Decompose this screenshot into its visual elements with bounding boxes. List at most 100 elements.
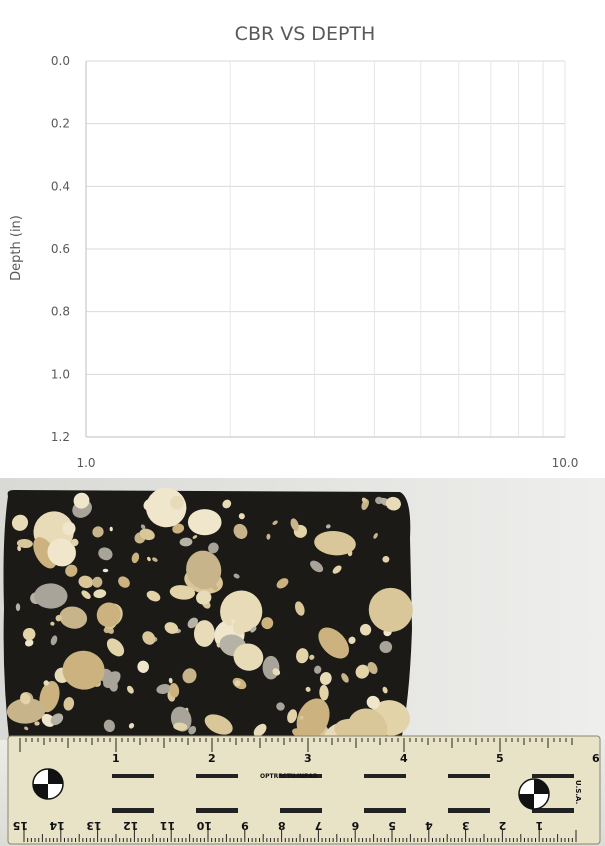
aggregate-stone (314, 531, 356, 556)
aggregate-stone (367, 661, 378, 675)
ruler-number: 3 (304, 752, 312, 765)
aggregate-stone (262, 655, 280, 680)
aggregate-stone (142, 631, 156, 645)
aggregate-stone (233, 573, 240, 579)
aggregate-stone (204, 714, 233, 735)
asphalt-core (3, 487, 413, 753)
checker-bar (364, 774, 406, 778)
y-tick-label: 0.2 (51, 117, 70, 131)
target-icon (518, 778, 550, 810)
aggregate-stone (55, 614, 62, 622)
aggregate-stone (314, 665, 322, 674)
tick-labels: 0.0 0.2 0.4 0.6 0.8 1.0 1.2 1.0 10.0 (51, 54, 578, 470)
aggregate-stones (6, 487, 413, 753)
aggregate-stone (266, 533, 271, 540)
aggregate-stone (170, 495, 184, 510)
aggregate-stone (310, 560, 324, 573)
ruler-bottom-numbers: 15 14 13 12 11 10 9 8 7 6 5 4 3 2 1 (13, 819, 544, 832)
aggregate-stone (59, 606, 88, 629)
ruler-number: 10 (196, 819, 212, 832)
aggregate-stone (137, 660, 150, 673)
aggregate-stone (173, 722, 188, 731)
checker-bar (238, 808, 280, 813)
aggregate-stone (81, 590, 91, 599)
aggregate-stone (216, 642, 221, 648)
aggregate-stone (102, 568, 109, 573)
aggregate-stone (34, 583, 68, 609)
aggregate-stone (168, 677, 173, 684)
aggregate-stone (172, 523, 185, 534)
aggregate-stone (359, 623, 372, 636)
ruler-top-numbers: 1 2 3 4 5 6 (112, 752, 600, 765)
aggregate-stone (20, 692, 31, 705)
ruler-number: 3 (462, 819, 470, 832)
y-tick-label: 1.2 (51, 430, 70, 444)
aggregate-stone (50, 635, 58, 646)
ruler-number: 14 (49, 819, 65, 832)
ruler-number: 12 (123, 819, 138, 832)
y-tick-label: 0.8 (51, 305, 70, 319)
aggregate-stone (382, 555, 390, 563)
ruler-bottom-ticks (23, 830, 577, 842)
checker-bar (238, 770, 280, 774)
y-tick-label: 0.0 (51, 54, 70, 68)
ruler-number: 9 (241, 819, 249, 832)
aggregate-stone (24, 639, 34, 647)
aggregate-stone (73, 492, 90, 509)
aggregate-stone (319, 672, 332, 685)
aggregate-stone (187, 509, 222, 536)
aggregate-stone (47, 538, 76, 567)
aggregate-stone (39, 680, 60, 713)
aggregate-stone (106, 638, 125, 657)
aggregate-stone (382, 686, 388, 694)
aggregate-stone (50, 713, 64, 726)
y-axis-title: Depth (in) (9, 215, 24, 281)
aggregate-stone (16, 538, 33, 549)
aggregate-stone (272, 520, 278, 525)
aggregate-stone (373, 533, 378, 539)
aggregate-stone (309, 654, 315, 660)
ruler-top-ticks (19, 738, 573, 752)
aggregate-stone (192, 535, 198, 539)
ruler-number: 2 (499, 819, 507, 832)
aggregate-stone (233, 643, 264, 671)
aggregate-stone (196, 590, 212, 605)
checker-bar (364, 808, 406, 813)
aggregate-stone (34, 721, 40, 726)
aggregate-stone (126, 685, 134, 694)
checker-bar (154, 808, 196, 813)
aggregate-stone (118, 576, 130, 588)
aggregate-stone (103, 671, 121, 688)
aggregate-stone (253, 723, 267, 737)
aggregate-stone (131, 552, 140, 564)
ruler-number: 4 (425, 819, 433, 832)
aggregate-stone (44, 523, 50, 529)
checker-bar (532, 774, 574, 778)
aggregate-stone (238, 513, 245, 520)
aggregate-stone (366, 695, 380, 709)
ruler-number: 6 (351, 819, 359, 832)
aggregate-stone (186, 550, 222, 590)
aggregate-stone (261, 617, 274, 630)
checker-bar (70, 770, 112, 774)
aggregate-stone (103, 719, 115, 733)
aggregate-stone (182, 668, 197, 684)
ruler-number: 8 (278, 819, 286, 832)
checker-bar (322, 770, 364, 774)
aggregate-stone (290, 518, 299, 531)
aggregate-stone (6, 698, 46, 724)
aggregate-stone (152, 557, 158, 562)
aggregate-stone (93, 589, 107, 599)
aggregate-stone (325, 524, 331, 529)
aggregate-stone (318, 627, 349, 659)
aggregate-stone (341, 673, 349, 683)
aggregate-stone (276, 702, 285, 711)
aggregate-stone (98, 547, 113, 561)
aggregate-stone (50, 621, 55, 626)
aggregate-stone (164, 622, 179, 634)
aggregate-stone (169, 585, 196, 600)
target-icon (32, 768, 64, 800)
